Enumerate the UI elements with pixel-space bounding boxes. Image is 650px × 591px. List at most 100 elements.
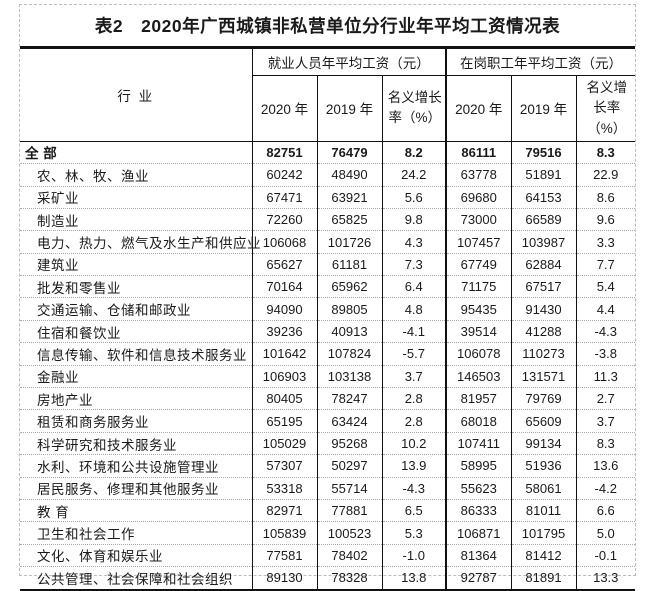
value-cell: 6.4 [381, 275, 446, 298]
sub-header-row: 2020 年 2019 年 名义增长率（%） 2020 年 2019 年 名义增… [20, 75, 635, 142]
industry-label: 房地产业 [20, 387, 252, 410]
value-cell: 73000 [445, 207, 511, 231]
value-cell: 5.4 [575, 275, 635, 298]
value-cell: 65825 [316, 207, 382, 231]
value-cell: 81011 [510, 498, 576, 522]
value-cell: 3.7 [381, 364, 446, 388]
value-cell: 107457 [445, 230, 511, 254]
value-cell: 100523 [316, 521, 382, 545]
value-cell: 79769 [510, 387, 576, 410]
value-cell: 24.2 [381, 163, 446, 187]
value-cell: 81412 [510, 543, 576, 567]
value-cell: -4.1 [381, 319, 446, 343]
value-cell: 39236 [251, 319, 317, 343]
table-row: 采矿业 67471 63921 5.6 69680 64153 8.6 [20, 185, 635, 209]
value-cell: 11.3 [575, 364, 635, 388]
value-cell: 89805 [316, 297, 382, 321]
value-cell: 106871 [445, 521, 511, 545]
value-cell: 105839 [251, 521, 317, 545]
value-cell: -4.2 [575, 476, 635, 500]
value-cell: 8.6 [575, 185, 635, 209]
value-cell: 101642 [251, 342, 317, 366]
wage-table: 行 业 就业人员年平均工资（元） 在岗职工年平均工资（元） 2020 年 201… [20, 46, 635, 591]
value-cell: 86111 [445, 141, 511, 164]
value-cell: 4.4 [575, 297, 635, 321]
value-cell: 81957 [445, 387, 511, 410]
table-row: 租赁和商务服务业 65195 63424 2.8 68018 65609 3.7 [20, 409, 635, 433]
value-cell: -4.3 [575, 319, 635, 343]
value-cell: 70164 [251, 275, 317, 298]
value-cell: 68018 [445, 409, 511, 433]
value-cell: 78247 [316, 387, 382, 410]
value-cell: 62884 [510, 252, 576, 276]
value-cell: 103987 [510, 230, 576, 254]
table-row: 水利、环境和公共设施管理业 57307 50297 13.9 58995 519… [20, 454, 635, 478]
value-cell: 8.3 [575, 431, 635, 455]
value-cell: 82751 [251, 141, 317, 164]
group-header-row: 行 业 就业人员年平均工资（元） 在岗职工年平均工资（元） [20, 47, 635, 142]
value-cell: 106078 [445, 342, 511, 366]
value-cell: 8.2 [381, 141, 446, 164]
value-cell: 69680 [445, 185, 511, 209]
table-row: 居民服务、修理和其他服务业 53318 55714 -4.3 55623 580… [20, 476, 635, 500]
industry-label: 批发和零售业 [20, 275, 252, 298]
value-cell: 55623 [445, 476, 511, 500]
value-cell: -1.0 [381, 543, 446, 567]
value-cell: 86333 [445, 498, 511, 522]
value-cell: 106068 [251, 230, 317, 254]
table-row: 农、林、牧、渔业 60242 48490 24.2 63778 51891 22… [20, 163, 635, 187]
value-cell: 2.7 [575, 387, 635, 410]
value-cell: -5.7 [381, 342, 446, 366]
value-cell: 65962 [316, 275, 382, 298]
subheader-2020: 2020 年 [445, 75, 511, 142]
value-cell: 80405 [251, 387, 317, 410]
value-cell: 10.2 [381, 431, 446, 455]
industry-label: 居民服务、修理和其他服务业 [20, 476, 252, 500]
value-cell: 9.8 [381, 207, 446, 231]
table-row: 交通运输、仓储和邮政业 94090 89805 4.8 95435 91430 … [20, 297, 635, 321]
value-cell: 99134 [510, 431, 576, 455]
table-row: 文化、体育和娱乐业 77581 78402 -1.0 81364 81412 -… [20, 543, 635, 567]
industry-label: 建筑业 [20, 252, 252, 276]
value-cell: 91430 [510, 297, 576, 321]
industry-label: 教 育 [20, 498, 252, 522]
value-cell: -0.1 [575, 543, 635, 567]
value-cell: 5.3 [381, 521, 446, 545]
value-cell: 7.7 [575, 252, 635, 276]
value-cell: 107824 [316, 342, 382, 366]
industry-label: 交通运输、仓储和邮政业 [20, 297, 252, 321]
table-row: 建筑业 65627 61181 7.3 67749 62884 7.7 [20, 252, 635, 276]
value-cell: 106903 [251, 364, 317, 388]
table-row: 教 育 82971 77881 6.5 86333 81011 6.6 [20, 498, 635, 522]
table-row: 房地产业 80405 78247 2.8 81957 79769 2.7 [20, 387, 635, 410]
value-cell: 94090 [251, 297, 317, 321]
value-cell: 105029 [251, 431, 317, 455]
value-cell: 2.8 [381, 387, 446, 410]
value-cell: 4.3 [381, 230, 446, 254]
industry-label: 卫生和社会工作 [20, 521, 252, 545]
industry-label: 水利、环境和公共设施管理业 [20, 454, 252, 478]
value-cell: 92787 [445, 566, 511, 590]
subheader-2019: 2019 年 [316, 75, 382, 142]
value-cell: 95268 [316, 431, 382, 455]
value-cell: 101726 [316, 230, 382, 254]
industry-label: 科学研究和技术服务业 [20, 431, 252, 455]
value-cell: 77881 [316, 498, 382, 522]
value-cell: -3.8 [575, 342, 635, 366]
group-header-employed: 就业人员年平均工资（元） [251, 47, 446, 76]
industry-column-header: 行 业 [20, 47, 252, 142]
value-cell: 82971 [251, 498, 317, 522]
value-cell: 67517 [510, 275, 576, 298]
value-cell: 2.8 [381, 409, 446, 433]
value-cell: 22.9 [575, 163, 635, 187]
industry-label: 电力、热力、燃气及水生产和供应业 [20, 230, 261, 254]
table-row: 住宿和餐饮业 39236 40913 -4.1 39514 41288 -4.3 [20, 319, 635, 343]
value-cell: 50297 [316, 454, 382, 478]
table-frame: 表2 2020年广西城镇非私营单位分行业年平均工资情况表 行 业 就业人员年平均… [19, 4, 636, 591]
table-row: 信息传输、软件和信息技术服务业 101642 107824 -5.7 10607… [20, 342, 635, 366]
value-cell: 13.6 [575, 454, 635, 478]
value-cell: 71175 [445, 275, 511, 298]
value-cell: 57307 [251, 454, 317, 478]
value-cell: -4.3 [381, 476, 446, 500]
value-cell: 9.6 [575, 207, 635, 231]
